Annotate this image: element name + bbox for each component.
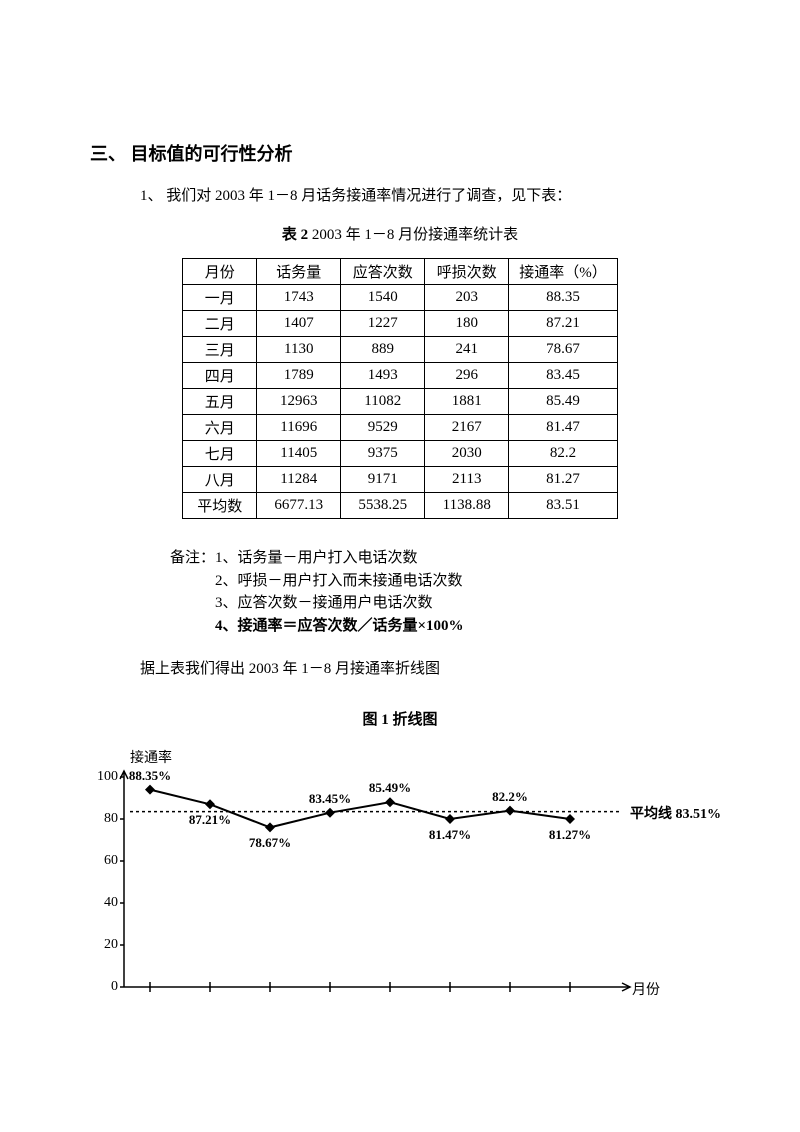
table-cell: 2167 — [425, 415, 509, 441]
table-cell: 11696 — [257, 415, 341, 441]
y-tick-label: 40 — [88, 895, 118, 911]
y-tick-label: 80 — [88, 811, 118, 827]
table-cell: 241 — [425, 337, 509, 363]
table-row: 四月1789149329683.45 — [183, 363, 618, 389]
table-row: 一月1743154020388.35 — [183, 285, 618, 311]
notes-prefix: 备注： — [170, 550, 215, 566]
table-cell: 12963 — [257, 389, 341, 415]
table-cell: 83.45 — [509, 363, 618, 389]
y-tick-label: 20 — [88, 937, 118, 953]
data-point-label: 82.2% — [492, 789, 528, 805]
table-cell: 889 — [341, 337, 425, 363]
table-cell: 1138.88 — [425, 493, 509, 519]
figure-caption: 图 1 折线图 — [50, 708, 750, 729]
table-caption-bold: 表 2 — [282, 227, 308, 243]
table-cell: 88.35 — [509, 285, 618, 311]
table-cell: 83.51 — [509, 493, 618, 519]
notes-line-4: 4、接通率＝应答次数／话务量×100% — [170, 615, 750, 638]
table-header-cell: 月份 — [183, 259, 257, 285]
notes-block: 备注：1、话务量－用户打入电话次数 2、呼损－用户打入而未接通电话次数 3、应答… — [50, 547, 750, 637]
y-tick-label: 0 — [88, 979, 118, 995]
table-cell: 1540 — [341, 285, 425, 311]
table-caption: 表 2 2003 年 1－8 月份接通率统计表 — [50, 223, 750, 244]
y-tick-label: 60 — [88, 853, 118, 869]
line-chart: 接通率 月份 平均线 83.51% 0 20 40 60 80 100 88.35% 87.2… — [70, 747, 730, 1027]
table-cell: 1130 — [257, 337, 341, 363]
table-cell: 9171 — [341, 467, 425, 493]
table-cell: 1407 — [257, 311, 341, 337]
data-point-label: 83.45% — [309, 791, 351, 807]
table-cell: 五月 — [183, 389, 257, 415]
table-cell: 87.21 — [509, 311, 618, 337]
table-row: 平均数6677.135538.251138.8883.51 — [183, 493, 618, 519]
table-row: 七月114059375203082.2 — [183, 441, 618, 467]
table-row: 二月1407122718087.21 — [183, 311, 618, 337]
table-cell: 1789 — [257, 363, 341, 389]
y-tick-label: 100 — [88, 769, 118, 785]
data-point-label: 85.49% — [369, 780, 411, 796]
table-row: 六月116969529216781.47 — [183, 415, 618, 441]
avg-line-label: 平均线 83.51% — [630, 803, 721, 823]
intro-text: 1、 我们对 2003 年 1－8 月话务接通率情况进行了调查，见下表： — [50, 184, 750, 205]
table-cell: 78.67 — [509, 337, 618, 363]
table-cell: 85.49 — [509, 389, 618, 415]
table-header-cell: 话务量 — [257, 259, 341, 285]
table-cell: 9375 — [341, 441, 425, 467]
data-point-label: 81.27% — [549, 827, 591, 843]
data-point-label: 78.67% — [249, 835, 291, 851]
table-cell: 2113 — [425, 467, 509, 493]
table-row: 五月1296311082188185.49 — [183, 389, 618, 415]
table-cell: 三月 — [183, 337, 257, 363]
table-cell: 6677.13 — [257, 493, 341, 519]
table-cell: 5538.25 — [341, 493, 425, 519]
table-cell: 七月 — [183, 441, 257, 467]
table-header-cell: 接通率（%） — [509, 259, 618, 285]
table-cell: 1881 — [425, 389, 509, 415]
table-cell: 180 — [425, 311, 509, 337]
y-axis-title: 接通率 — [130, 747, 172, 767]
data-point-label: 81.47% — [429, 827, 471, 843]
section-heading: 三、 目标值的可行性分析 — [50, 140, 750, 166]
table-cell: 203 — [425, 285, 509, 311]
table-header-cell: 呼损次数 — [425, 259, 509, 285]
x-axis-title: 月份 — [632, 979, 660, 999]
table-cell: 二月 — [183, 311, 257, 337]
table-cell: 1743 — [257, 285, 341, 311]
notes-line-1: 1、话务量－用户打入电话次数 — [215, 550, 418, 566]
table-caption-rest: 2003 年 1－8 月份接通率统计表 — [308, 227, 518, 243]
notes-line-3: 3、应答次数－接通用户电话次数 — [170, 592, 750, 615]
follow-text: 据上表我们得出 2003 年 1－8 月接通率折线图 — [50, 657, 750, 678]
table-row: 三月113088924178.67 — [183, 337, 618, 363]
table-cell: 六月 — [183, 415, 257, 441]
table-header-cell: 应答次数 — [341, 259, 425, 285]
rate-table: 月份话务量应答次数呼损次数接通率（%） 一月1743154020388.35二月… — [182, 258, 618, 519]
table-cell: 11405 — [257, 441, 341, 467]
data-point-label: 87.21% — [189, 812, 231, 828]
table-cell: 1493 — [341, 363, 425, 389]
table-cell: 四月 — [183, 363, 257, 389]
table-cell: 八月 — [183, 467, 257, 493]
table-cell: 81.27 — [509, 467, 618, 493]
data-point-label: 88.35% — [129, 768, 171, 784]
table-cell: 9529 — [341, 415, 425, 441]
notes-line-2: 2、呼损－用户打入而未接通电话次数 — [170, 570, 750, 593]
table-cell: 11284 — [257, 467, 341, 493]
table-cell: 82.2 — [509, 441, 618, 467]
table-row: 八月112849171211381.27 — [183, 467, 618, 493]
table-cell: 一月 — [183, 285, 257, 311]
table-cell: 2030 — [425, 441, 509, 467]
table-cell: 11082 — [341, 389, 425, 415]
table-cell: 平均数 — [183, 493, 257, 519]
table-cell: 296 — [425, 363, 509, 389]
table-cell: 1227 — [341, 311, 425, 337]
table-cell: 81.47 — [509, 415, 618, 441]
